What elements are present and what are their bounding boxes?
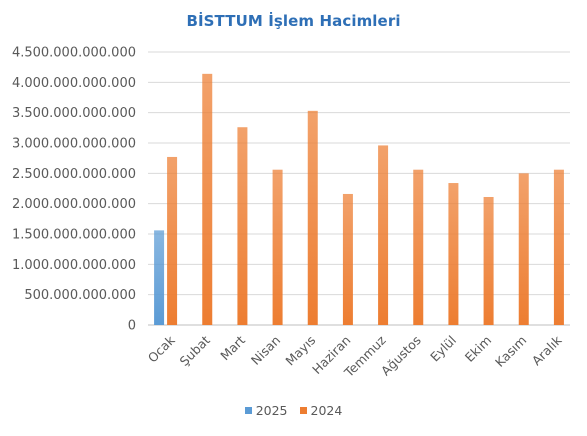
bar-2024-Mayıs[interactable] [307, 110, 318, 325]
bar-2024-Ocak[interactable] [167, 156, 178, 325]
y-tick-label: 1.500.000.000.000 [12, 228, 136, 243]
legend-label: 2025 [255, 403, 288, 418]
bar-2024-Şubat[interactable] [202, 73, 213, 325]
bar-2024-Eylül[interactable] [448, 183, 459, 325]
bar-2024-Mart[interactable] [237, 127, 248, 325]
bar-2024-Ekim[interactable] [483, 196, 494, 325]
y-tick-label: 4.500.000.000.000 [12, 46, 136, 61]
legend-item: 2025 [244, 403, 288, 418]
y-tick-label: 0 [128, 319, 136, 334]
legend-item: 2024 [299, 403, 343, 418]
y-tick-label: 3.000.000.000.000 [12, 137, 136, 152]
bar-2024-Nisan[interactable] [272, 169, 283, 325]
x-tick-label: Aralık [529, 332, 565, 368]
x-tick-label: Şubat [177, 332, 213, 368]
x-tick-label: Eylül [427, 333, 459, 365]
x-tick-label: Mart [217, 332, 248, 363]
bar-2024-Kasım[interactable] [518, 173, 529, 325]
y-tick-label: 500.000.000.000 [24, 288, 136, 303]
y-tick-label: 1.000.000.000.000 [12, 258, 136, 273]
x-tick-label: Kasım [492, 333, 529, 370]
y-tick-label: 2.000.000.000.000 [12, 197, 136, 212]
x-tick-label: Ocak [145, 332, 178, 365]
y-tick-label: 3.500.000.000.000 [12, 106, 136, 121]
chart-title: BİSTTUM İşlem Hacimleri [186, 12, 401, 30]
y-tick-label: 2.500.000.000.000 [12, 167, 136, 182]
legend-label: 2024 [310, 403, 343, 418]
x-tick-label: Ekim [462, 333, 494, 365]
bar-2024-Ağustos[interactable] [413, 169, 424, 325]
bar-2025-Ocak[interactable] [154, 230, 165, 325]
y-tick-label: 4.000.000.000.000 [12, 76, 136, 91]
bar-2024-Aralık[interactable] [553, 169, 564, 325]
chart-legend: 2025 2024 [0, 403, 587, 418]
x-tick-label: Nisan [248, 333, 283, 368]
bar-2024-Haziran[interactable] [342, 193, 353, 325]
legend-swatch [244, 407, 252, 414]
legend-swatch [299, 407, 307, 414]
bar-2024-Temmuz[interactable] [378, 145, 389, 325]
